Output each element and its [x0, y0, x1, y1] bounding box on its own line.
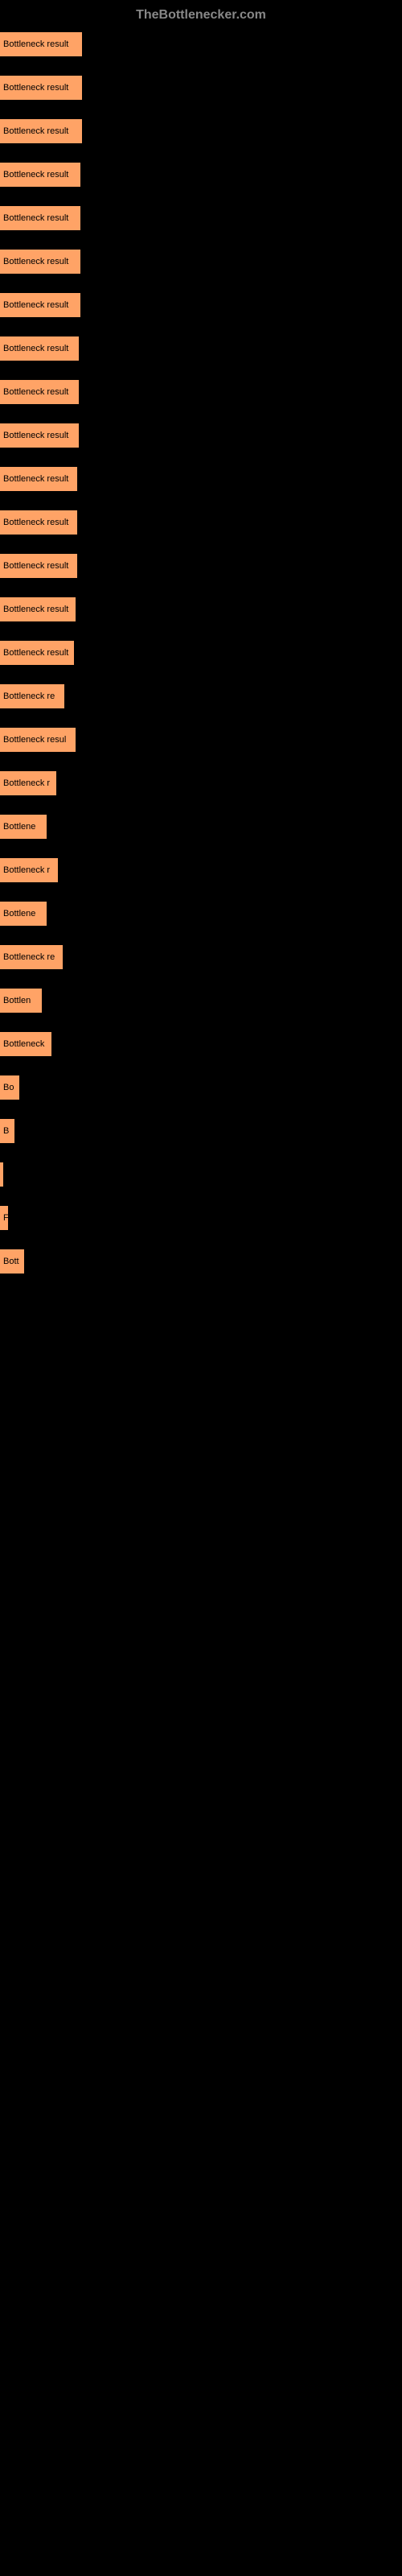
bar-label: Bottlen: [3, 996, 31, 1005]
chart-bar: Bottleneck result: [0, 32, 82, 56]
chart-bar: Bottleneck re: [0, 684, 64, 708]
chart-bar: Bo: [0, 1075, 19, 1100]
bar-label: Bottleneck result: [3, 300, 68, 310]
bar-label: Bottleneck resul: [3, 735, 66, 745]
bar-label: Bottleneck result: [3, 474, 68, 484]
chart-bar: [0, 1162, 3, 1187]
bar-label: Bottleneck result: [3, 561, 68, 571]
chart-bar: Bottleneck result: [0, 423, 79, 448]
chart-bar: Bottleneck: [0, 1032, 51, 1056]
chart-bar: Bottleneck result: [0, 119, 82, 143]
bar-label: Bottleneck result: [3, 387, 68, 397]
bar-label: Bottleneck result: [3, 213, 68, 223]
bar-label: Bottleneck result: [3, 257, 68, 266]
chart-bar: Bottleneck result: [0, 380, 79, 404]
chart-bar: Bottleneck result: [0, 641, 74, 665]
bar-label: Bo: [3, 1083, 14, 1092]
chart-bar: Bottleneck result: [0, 510, 77, 535]
bar-label: Bottleneck result: [3, 518, 68, 527]
bar-label: Bottleneck result: [3, 83, 68, 93]
chart-bar: Bottleneck result: [0, 597, 76, 621]
bar-label: Bottleneck r: [3, 865, 50, 875]
bar-label: B: [3, 1126, 9, 1136]
chart-bar: Bottleneck result: [0, 76, 82, 100]
bar-label: Bottleneck r: [3, 778, 50, 788]
chart-bar: Bottleneck resul: [0, 728, 76, 752]
bar-label: Bottleneck result: [3, 605, 68, 614]
chart-bar: Bottleneck result: [0, 250, 80, 274]
chart-bar: Bottleneck result: [0, 336, 79, 361]
bar-label: Bottlene: [3, 909, 35, 919]
chart-bar: Bottleneck result: [0, 163, 80, 187]
bar-label: Bottleneck result: [3, 648, 68, 658]
chart-bar: B: [0, 1119, 14, 1143]
bar-label: Bottleneck result: [3, 39, 68, 49]
bar-label: Bottleneck result: [3, 344, 68, 353]
bar-chart: Bottleneck result Bottleneck result Bottle…: [0, 32, 402, 1293]
chart-bar: Bottleneck re: [0, 945, 63, 969]
bar-label: Bottlene: [3, 822, 35, 832]
bar-label: Bottleneck result: [3, 126, 68, 136]
bar-label: Bottleneck re: [3, 691, 55, 701]
bar-label: Bottleneck result: [3, 170, 68, 180]
chart-bar: Bottlene: [0, 815, 47, 839]
chart-bar: Bottleneck r: [0, 771, 56, 795]
bar-label: Bottleneck result: [3, 431, 68, 440]
chart-bar: F: [0, 1206, 8, 1230]
chart-bar: Bottleneck result: [0, 467, 77, 491]
chart-bar: Bott: [0, 1249, 24, 1274]
bar-label: F: [3, 1213, 8, 1223]
site-title: TheBottlenecker.com: [136, 8, 266, 22]
chart-bar: Bottlene: [0, 902, 47, 926]
site-header: TheBottlenecker.com: [0, 0, 402, 23]
chart-bar: Bottleneck result: [0, 293, 80, 317]
chart-bar: Bottlen: [0, 989, 42, 1013]
chart-bar: Bottleneck r: [0, 858, 58, 882]
bar-label: Bottleneck re: [3, 952, 55, 962]
chart-bar: Bottleneck result: [0, 206, 80, 230]
bar-label: Bottleneck: [3, 1039, 44, 1049]
chart-bar: Bottleneck result: [0, 554, 77, 578]
bar-label: Bott: [3, 1257, 19, 1266]
